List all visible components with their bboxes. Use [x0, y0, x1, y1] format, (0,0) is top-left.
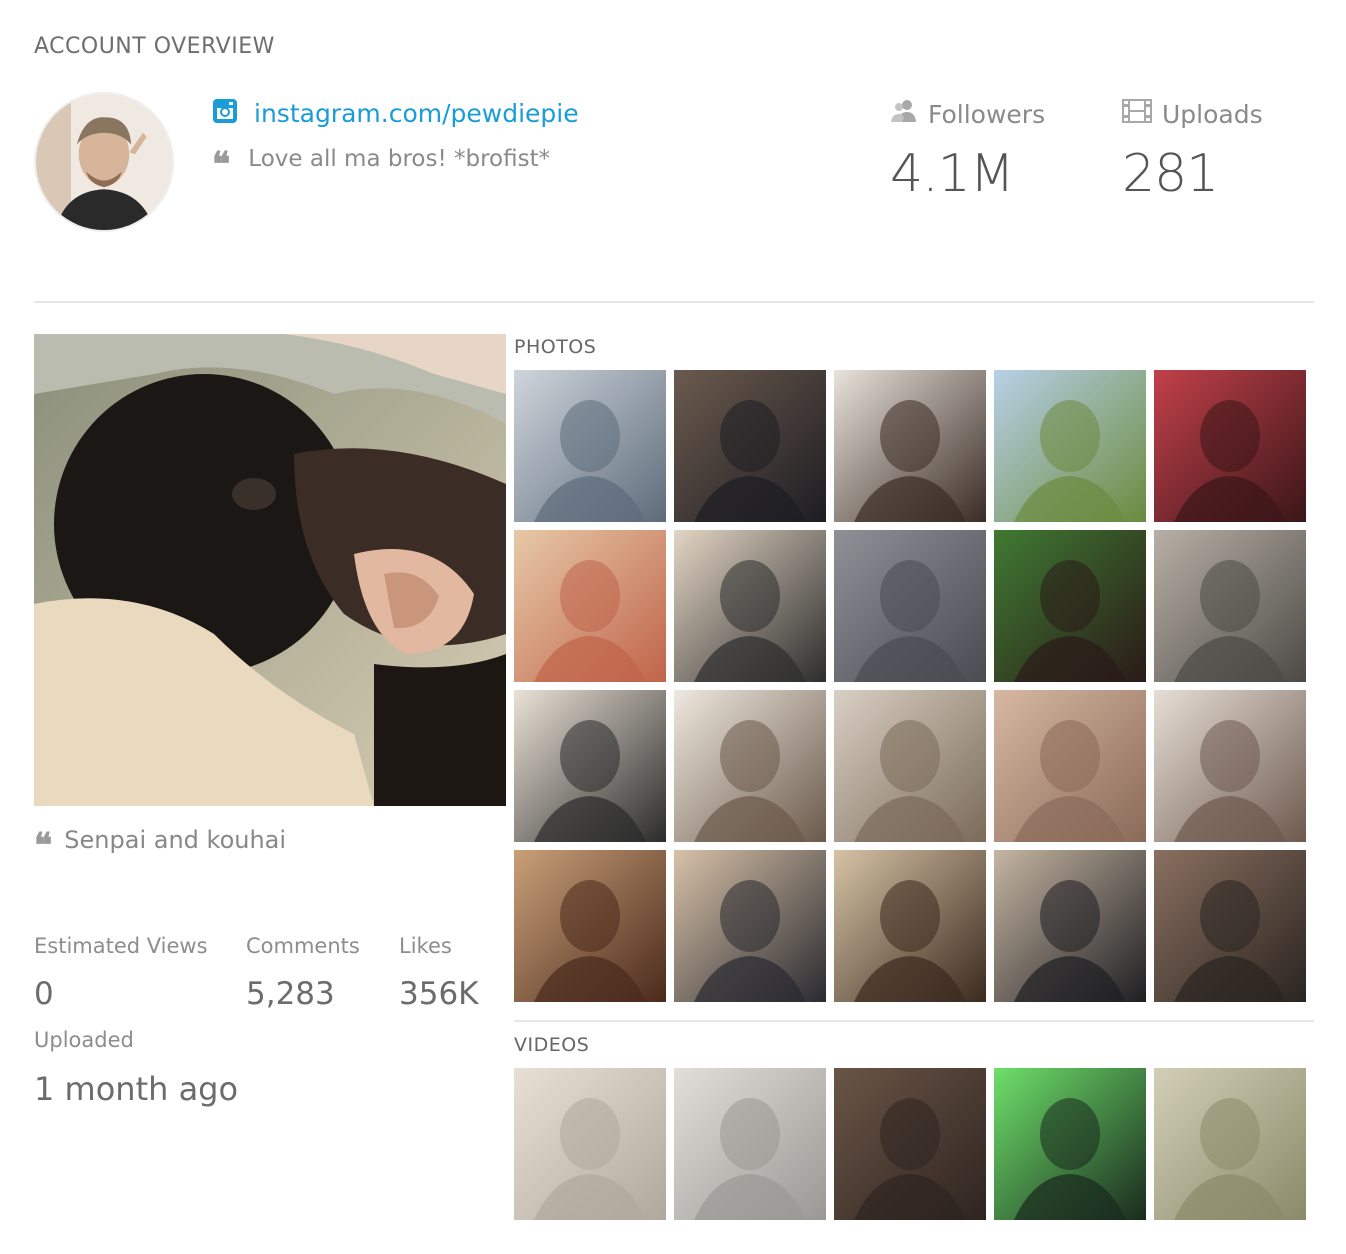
- thumbnail-image: [674, 530, 826, 682]
- photo-thumbnail[interactable]: [1154, 690, 1306, 842]
- photo-thumbnail[interactable]: [1154, 850, 1306, 1002]
- quote-icon: ❝: [212, 145, 231, 185]
- featured-caption: Senpai and kouhai: [64, 826, 287, 854]
- photo-thumbnail[interactable]: [514, 530, 666, 682]
- avatar-image: [36, 94, 172, 230]
- uploaded-label: Uploaded: [34, 1028, 134, 1052]
- thumbnail-image: [994, 530, 1146, 682]
- metric-label-views: Estimated Views: [34, 934, 208, 958]
- photo-thumbnail[interactable]: [1154, 370, 1306, 522]
- photo-thumbnail[interactable]: [514, 370, 666, 522]
- video-thumbnail[interactable]: [834, 1068, 986, 1220]
- thumbnail-image: [834, 370, 986, 522]
- uploads-stat: Uploads 281: [1122, 98, 1263, 204]
- videos-grid: [514, 1068, 1306, 1220]
- thumbnail-image: [1154, 530, 1306, 682]
- thumbnail-image: [674, 1068, 826, 1220]
- photo-thumbnail[interactable]: [514, 850, 666, 1002]
- thumbnail-image: [514, 850, 666, 1002]
- metric-value-comments: 5,283: [246, 976, 335, 1012]
- metric-label-likes: Likes: [399, 934, 452, 958]
- thumbnail-image: [514, 370, 666, 522]
- thumbnail-image: [674, 690, 826, 842]
- thumbnail-image: [1154, 850, 1306, 1002]
- photo-thumbnail[interactable]: [514, 690, 666, 842]
- thumbnail-image: [514, 690, 666, 842]
- photos-divider: [514, 1020, 1314, 1022]
- featured-media[interactable]: [34, 334, 506, 806]
- video-thumbnail[interactable]: [514, 1068, 666, 1220]
- video-thumbnail[interactable]: [994, 1068, 1146, 1220]
- photo-thumbnail[interactable]: [994, 530, 1146, 682]
- profile-bio-row: ❝ Love all ma bros! *brofist*: [212, 143, 551, 185]
- thumbnail-image: [1154, 690, 1306, 842]
- profile-link[interactable]: instagram.com/pewdiepie: [254, 98, 579, 128]
- avatar[interactable]: [34, 92, 174, 232]
- metric-label-comments: Comments: [246, 934, 360, 958]
- thumbnail-image: [834, 1068, 986, 1220]
- video-thumbnail[interactable]: [674, 1068, 826, 1220]
- metric-value-views: 0: [34, 976, 54, 1012]
- followers-label: Followers: [928, 99, 1046, 129]
- people-icon: [890, 98, 918, 130]
- quote-icon: ❝: [34, 826, 53, 866]
- photo-thumbnail[interactable]: [674, 370, 826, 522]
- photo-thumbnail[interactable]: [834, 370, 986, 522]
- film-icon: [1122, 98, 1152, 130]
- photo-thumbnail[interactable]: [674, 850, 826, 1002]
- thumbnail-image: [834, 690, 986, 842]
- photo-thumbnail[interactable]: [994, 690, 1146, 842]
- photo-thumbnail[interactable]: [994, 850, 1146, 1002]
- profile-handle-row: instagram.com/pewdiepie: [212, 98, 579, 128]
- instagram-icon: [212, 98, 238, 128]
- videos-section-label: VIDEOS: [514, 1034, 590, 1056]
- thumbnail-image: [514, 530, 666, 682]
- photo-thumbnail[interactable]: [834, 850, 986, 1002]
- uploads-value: 281: [1122, 144, 1219, 204]
- thumbnail-image: [994, 690, 1146, 842]
- thumbnail-image: [1154, 1068, 1306, 1220]
- thumbnail-image: [674, 850, 826, 1002]
- thumbnail-image: [994, 370, 1146, 522]
- thumbnail-image: [834, 530, 986, 682]
- photos-section-label: PHOTOS: [514, 336, 597, 358]
- photo-thumbnail[interactable]: [834, 690, 986, 842]
- followers-value: 4.1M: [890, 144, 1015, 204]
- page-title: ACCOUNT OVERVIEW: [34, 34, 275, 59]
- profile-bio: Love all ma bros! *brofist*: [248, 146, 551, 172]
- uploaded-value: 1 month ago: [34, 1070, 239, 1108]
- uploads-label: Uploads: [1162, 99, 1263, 129]
- thumbnail-image: [994, 850, 1146, 1002]
- photo-thumbnail[interactable]: [674, 690, 826, 842]
- thumbnail-image: [1154, 370, 1306, 522]
- thumbnail-image: [834, 850, 986, 1002]
- featured-caption-row: ❝ Senpai and kouhai: [34, 824, 287, 866]
- metric-value-likes: 356K: [399, 976, 479, 1012]
- thumbnail-image: [994, 1068, 1146, 1220]
- thumbnail-image: [514, 1068, 666, 1220]
- section-divider: [34, 301, 1314, 303]
- photo-thumbnail[interactable]: [994, 370, 1146, 522]
- photo-thumbnail[interactable]: [674, 530, 826, 682]
- photos-grid: [514, 370, 1306, 1002]
- followers-stat: Followers 4.1M: [890, 98, 1046, 205]
- photo-thumbnail[interactable]: [834, 530, 986, 682]
- thumbnail-image: [674, 370, 826, 522]
- featured-image: [34, 334, 506, 806]
- photo-thumbnail[interactable]: [1154, 530, 1306, 682]
- video-thumbnail[interactable]: [1154, 1068, 1306, 1220]
